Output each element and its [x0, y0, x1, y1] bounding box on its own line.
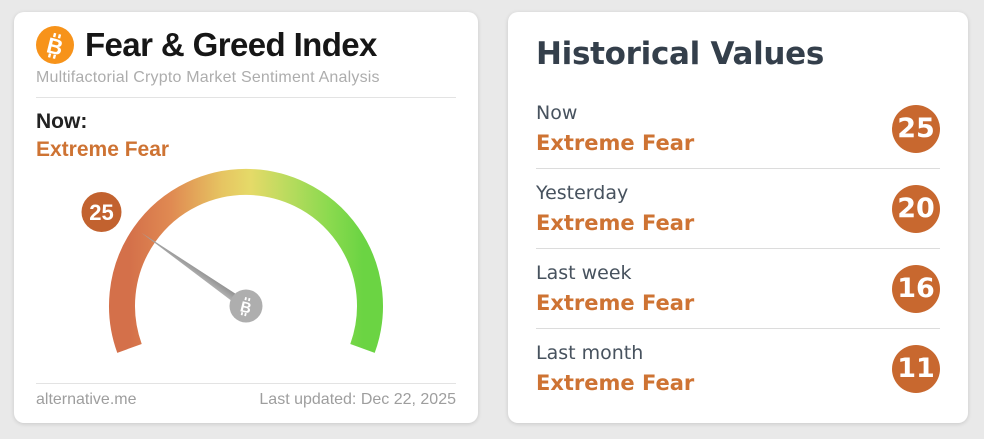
row-sentiment: Extreme Fear	[536, 211, 695, 235]
divider	[36, 97, 456, 98]
bitcoin-icon: B	[36, 26, 74, 64]
gauge-chart: B 25	[81, 168, 383, 353]
fear-greed-card: B Fear & Greed Index Multifactorial Cryp…	[14, 12, 478, 423]
card-footer: alternative.me Last updated: Dec 22, 202…	[36, 383, 456, 409]
value-badge: 20	[892, 184, 940, 233]
bitcoin-hub-icon: B	[238, 297, 253, 318]
row-label: Now	[536, 102, 578, 124]
value-badge: 11	[892, 344, 940, 393]
page-title: Fear & Greed Index	[85, 26, 377, 63]
historical-rows: Now Extreme Fear 25 Yesterday Extreme Fe…	[536, 89, 940, 408]
subtitle: Multifactorial Crypto Market Sentiment A…	[36, 69, 380, 86]
history-row-last-week: Last week Extreme Fear 16	[536, 249, 940, 329]
row-sentiment: Extreme Fear	[536, 131, 695, 155]
alternative-me-link[interactable]: alternative.me	[36, 391, 137, 408]
value-badge: 16	[892, 264, 940, 313]
gauge-needle	[140, 232, 249, 310]
row-sentiment: Extreme Fear	[536, 371, 695, 395]
row-label: Last month	[536, 342, 644, 364]
history-row-now: Now Extreme Fear 25	[536, 89, 940, 169]
gauge-value-badge: 25	[81, 192, 121, 232]
gauge-wrap: B 25	[36, 164, 456, 364]
row-sentiment: Extreme Fear	[536, 291, 695, 315]
row-label: Yesterday	[536, 182, 629, 204]
svg-text:25: 25	[89, 200, 113, 225]
historical-title: Historical Values	[536, 36, 825, 72]
history-row-yesterday: Yesterday Extreme Fear 20	[536, 169, 940, 249]
history-row-last-month: Last month Extreme Fear 11	[536, 329, 940, 408]
value-badge: 25	[892, 104, 940, 153]
fear-greed-header: B Fear & Greed Index	[36, 26, 456, 64]
gauge-hub: B	[229, 289, 262, 323]
now-sentiment: Extreme Fear	[36, 138, 170, 161]
gauge-arc	[108, 168, 383, 353]
historical-values-card: Historical Values Now Extreme Fear 25 Ye…	[508, 12, 968, 423]
now-label: Now:	[36, 110, 88, 133]
last-updated-text: Last updated: Dec 22, 2025	[259, 391, 456, 408]
divider	[36, 383, 456, 384]
row-label: Last week	[536, 262, 632, 284]
